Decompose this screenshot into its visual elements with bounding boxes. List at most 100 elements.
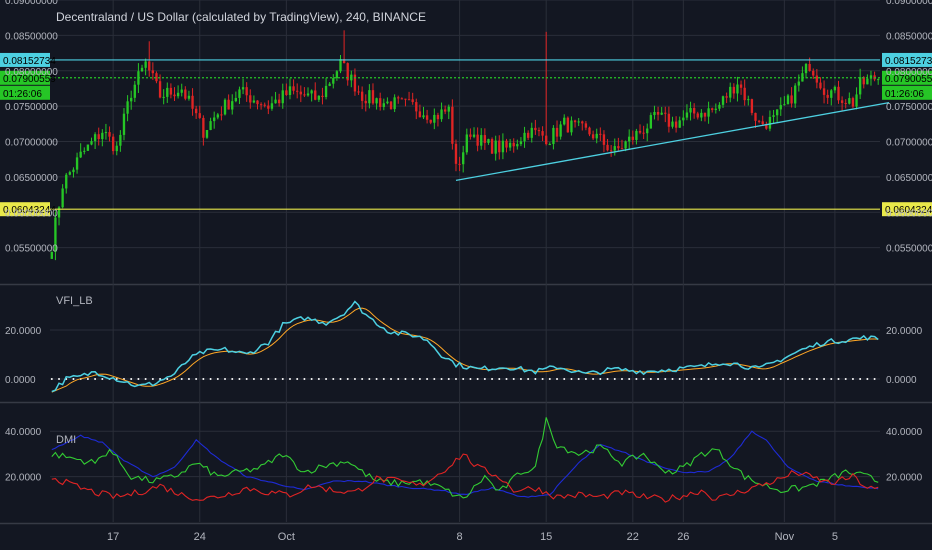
vfi-zero-dot <box>527 377 530 380</box>
candle-body <box>194 108 198 114</box>
candle-body <box>526 132 530 138</box>
candle-body <box>555 127 559 137</box>
candle-body <box>324 85 328 98</box>
vfi-zero-dot <box>657 377 660 380</box>
vfi-zero-dot <box>801 377 804 380</box>
dmi-y-tick-label-left: 40.0000 <box>5 427 42 438</box>
vfi-zero-dot <box>361 377 364 380</box>
candle-body <box>75 157 79 170</box>
price-tag-label-right: 0.08152734 <box>885 56 932 67</box>
countdown-label-left: 01:26:06 <box>3 89 42 100</box>
candle-body <box>617 146 620 149</box>
candle-body <box>714 108 717 110</box>
candle-body <box>707 108 710 117</box>
vfi-zero-dot <box>772 377 775 380</box>
vfi-zero-dot <box>50 377 53 380</box>
dmi-line-adx <box>51 430 879 498</box>
candle-body <box>86 144 90 151</box>
candle-body <box>375 98 378 104</box>
vfi-zero-dot <box>267 377 270 380</box>
candle-body <box>743 87 746 101</box>
candle-body <box>213 117 216 122</box>
candle-body <box>765 124 768 129</box>
candle-body <box>689 108 692 113</box>
vfi-zero-dot <box>368 377 371 380</box>
candle-body <box>371 90 375 104</box>
candle-body <box>458 163 461 165</box>
candle-body <box>646 128 649 134</box>
candle-body <box>411 99 414 103</box>
candle-body <box>786 95 790 105</box>
vfi-zero-dot <box>584 377 587 380</box>
price-y-tick-label-right: 0.08000000 <box>886 67 932 78</box>
x-tick-label: 24 <box>194 531 206 543</box>
candle-body <box>552 127 555 145</box>
vfi-zero-dot <box>505 377 508 380</box>
candle-body <box>537 130 541 132</box>
candle-body <box>877 79 880 81</box>
vfi-y-tick-label-left: 0.0000 <box>5 375 36 386</box>
candle-body <box>736 84 739 94</box>
candle-body <box>90 141 93 145</box>
candle-body <box>609 150 613 152</box>
vfi-zero-dot <box>491 377 494 380</box>
vfi-zero-dot <box>606 377 609 380</box>
candle-body <box>855 94 858 107</box>
candle-body <box>400 98 404 100</box>
candle-body <box>274 99 277 104</box>
price-tag-right <box>882 202 932 217</box>
candle-body <box>599 133 602 135</box>
candle-body <box>696 113 699 118</box>
vfi-zero-dot <box>815 377 818 380</box>
vfi-zero-dot <box>714 377 717 380</box>
candle-body <box>382 103 385 107</box>
candle-body <box>620 148 624 150</box>
candle-body <box>83 150 86 152</box>
vfi-zero-dot <box>866 377 869 380</box>
candle-body <box>169 87 173 95</box>
vfi-zero-dot <box>750 377 753 380</box>
price-tag-right <box>882 70 932 85</box>
candle-body <box>606 144 609 151</box>
vfi-zero-dot <box>260 377 263 380</box>
candle-body <box>512 142 515 147</box>
candle-body <box>674 121 678 128</box>
candle-body <box>501 140 505 153</box>
vfi-zero-dot <box>58 377 61 380</box>
vfi-zero-dot <box>101 377 104 380</box>
x-tick-label: Oct <box>278 531 295 543</box>
candle-body <box>158 81 162 98</box>
candle-body <box>692 108 696 114</box>
vfi-zero-dot <box>613 377 616 380</box>
x-tick-label: 22 <box>627 531 639 543</box>
price-y-tick-label-right: 0.06500000 <box>886 173 932 184</box>
candle-body <box>101 132 104 140</box>
vfi-zero-dot <box>837 377 840 380</box>
vfi-zero-dot <box>693 377 696 380</box>
price-tag-label-right: 0.06043244 <box>885 205 932 216</box>
candle-body <box>638 130 642 133</box>
dmi-line-minus-di <box>51 453 879 503</box>
candle-body <box>595 133 598 139</box>
axis-layer: 17 24 Oct 8 15 22 26 Nov 5 0.09000000 0.09000000 0.… <box>5 0 932 543</box>
candle-body <box>783 104 786 106</box>
candle-body <box>581 121 584 124</box>
vfi-zero-dot <box>440 377 443 380</box>
vfi-y-tick-label-right: 0.0000 <box>886 375 917 386</box>
vfi-series-line <box>51 300 879 393</box>
candle-body <box>407 99 411 101</box>
price-tag-left <box>0 52 50 67</box>
vfi-zero-dot <box>620 377 623 380</box>
candle-body <box>443 109 447 112</box>
vfi-zero-dot <box>375 377 378 380</box>
vfi-zero-dot <box>476 377 479 380</box>
x-tick-label: 8 <box>457 531 463 543</box>
vfi-zero-dot <box>339 377 342 380</box>
vfi-zero-dot <box>462 377 465 380</box>
vfi-zero-dot <box>137 377 140 380</box>
candle-body <box>65 174 68 189</box>
candle-body <box>148 61 151 71</box>
levels-layer: 0.08152734 0.08152734 0.07900559 0.07900559… <box>0 52 932 217</box>
price-y-tick-label-right: 0.07000000 <box>886 138 932 149</box>
candle-body <box>768 116 772 129</box>
